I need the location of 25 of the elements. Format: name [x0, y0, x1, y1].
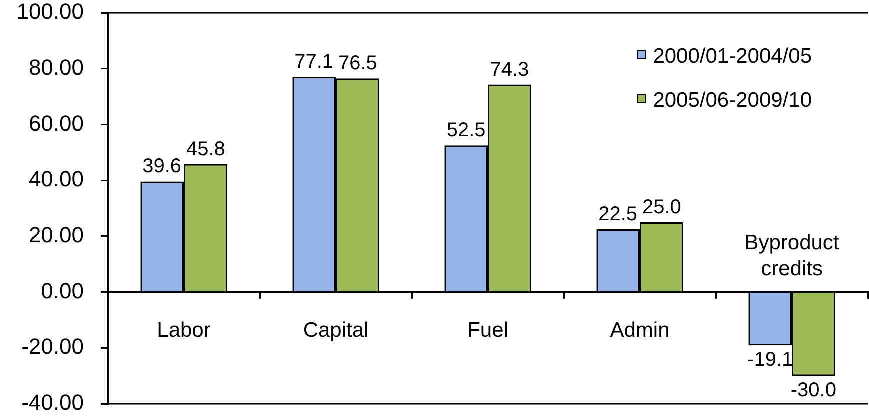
y-tick-label: 60.00 [28, 110, 84, 136]
data-label: 45.8 [186, 138, 226, 160]
x-tick-label: Byproduct credits [744, 231, 840, 280]
legend-label: 2005/06-2009/10 [653, 88, 812, 112]
data-label: 52.5 [446, 120, 486, 142]
data-label: 25.0 [642, 196, 682, 218]
y-tick-label: 100.00 [16, 0, 84, 24]
data-label: 76.5 [338, 52, 378, 75]
x-tick-label: Capital [303, 318, 369, 342]
data-label: -30.0 [790, 380, 836, 402]
data-label: 22.5 [598, 203, 638, 226]
y-tick-label: 0.00 [41, 278, 84, 304]
y-tick-label: 80.00 [28, 54, 84, 80]
data-label: 74.3 [490, 58, 530, 81]
y-tick-label: -20.00 [22, 334, 84, 360]
data-label: 39.6 [142, 156, 182, 178]
legend-label: 2000/01-2004/05 [653, 44, 812, 68]
x-tick-label: Fuel [468, 318, 508, 342]
data-label: 77.1 [294, 50, 334, 73]
x-tick-label: Labor [157, 318, 211, 342]
y-tick-label: -40.00 [22, 390, 84, 416]
y-tick-label: 20.00 [28, 222, 84, 248]
data-label: -19.1 [748, 349, 794, 372]
y-tick-label: 40.00 [28, 166, 84, 192]
x-tick-label: Admin [610, 318, 670, 342]
